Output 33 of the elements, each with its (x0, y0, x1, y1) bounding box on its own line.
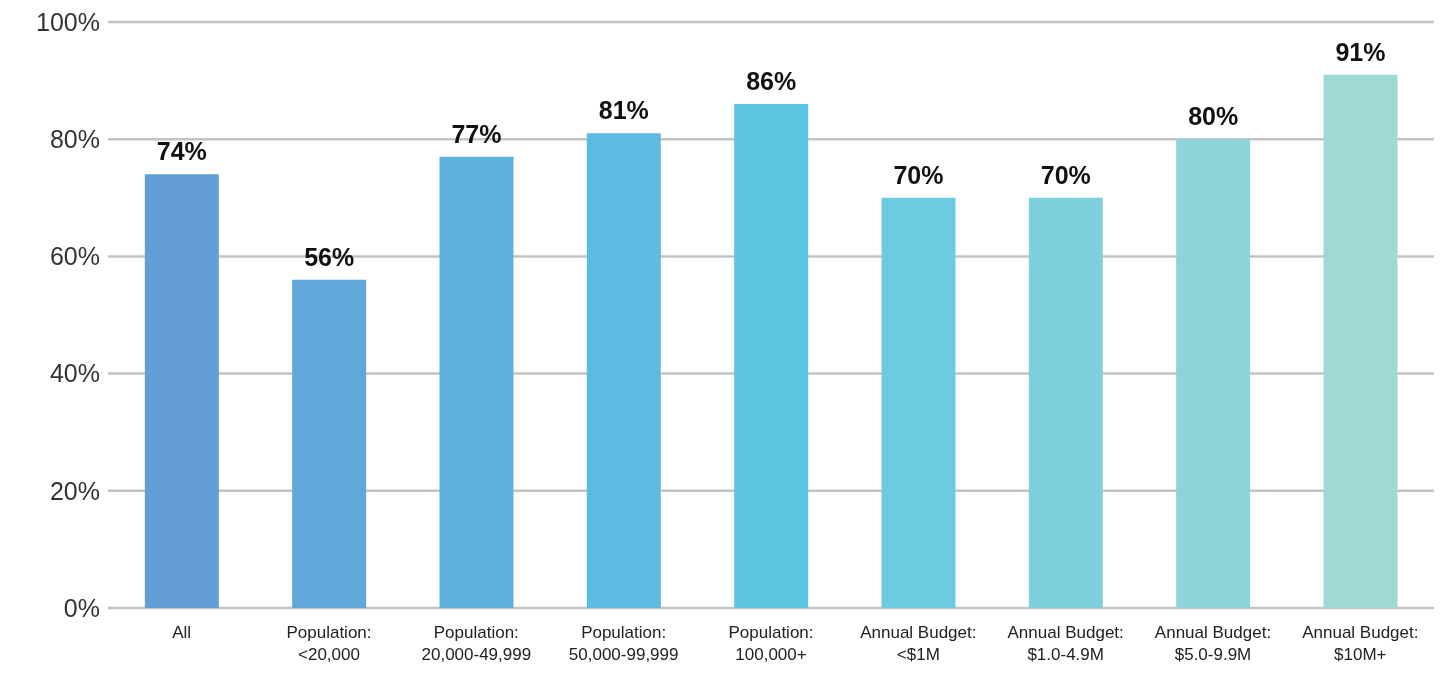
bar (144, 174, 219, 608)
y-tick-label: 100% (36, 7, 100, 36)
data-label: 70% (893, 160, 944, 189)
bar (439, 156, 514, 608)
y-tick-label: 40% (49, 359, 100, 388)
data-label: 80% (1188, 102, 1239, 131)
bar (1028, 197, 1103, 608)
x-tick-label: Population: <20,000 (286, 623, 372, 664)
data-label: 56% (304, 242, 355, 271)
x-tick-label: Population: 20,000-49,999 (421, 623, 532, 664)
data-label: 74% (156, 137, 207, 166)
y-tick-label: 80% (49, 125, 100, 154)
bar (1323, 74, 1398, 608)
y-tick-label: 0% (63, 593, 100, 622)
bar (881, 197, 956, 608)
x-tick-label: Annual Budget: $10M+ (1302, 623, 1419, 664)
bar (292, 279, 367, 608)
bar (586, 133, 661, 608)
x-tick-label: Population: 50,000-99,999 (568, 623, 679, 664)
x-tick-label: Annual Budget: $1.0-4.9M (1007, 623, 1124, 664)
x-tick-label: Annual Budget: <$1M (860, 623, 977, 664)
bar (734, 104, 809, 608)
x-tick-label: All (172, 623, 192, 642)
bar (1176, 139, 1251, 608)
y-tick-label: 20% (49, 476, 100, 505)
data-label: 91% (1335, 37, 1386, 66)
data-label: 70% (1040, 160, 1091, 189)
data-label: 81% (598, 96, 649, 125)
x-tick-label: Annual Budget: $5.0-9.9M (1154, 623, 1272, 664)
data-label: 86% (746, 67, 797, 96)
y-tick-label: 60% (49, 242, 100, 271)
x-tick-label: Population: 100,000+ (728, 623, 814, 664)
data-label: 77% (451, 119, 502, 148)
